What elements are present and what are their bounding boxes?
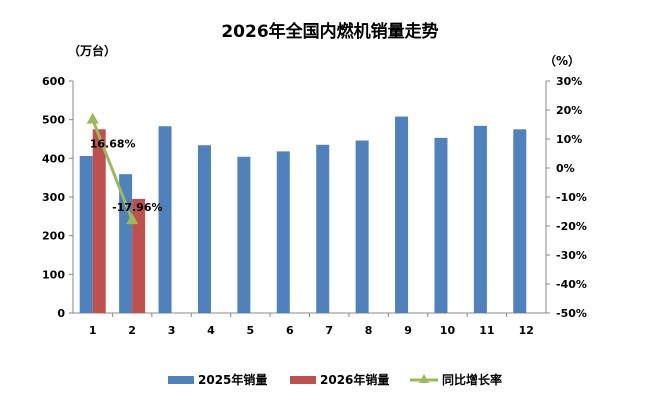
left-tick-label: 500 [42,114,65,127]
x-tick-label: 3 [168,324,176,337]
x-tick-label: 8 [365,324,373,337]
x-tick-label: 6 [286,324,294,337]
right-tick-label: -50% [556,307,587,320]
left-tick-label: 400 [42,152,65,165]
right-tick-label: -30% [556,249,587,262]
right-tick-label: 0% [556,162,575,175]
right-tick-label: -10% [556,191,587,204]
growth-marker-month-2 [126,213,139,225]
left-tick-label: 200 [42,230,65,243]
bar-2025-month-12 [513,129,527,313]
right-tick-label: 20% [556,104,582,117]
left-tick-label: 300 [42,191,65,204]
legend-label-2026: 2026年销量 [320,372,389,387]
x-tick-label: 10 [440,324,456,337]
legend-swatch-2026 [290,376,316,384]
bar-2025-month-1 [79,156,93,313]
legend-label-growth: 同比增长率 [442,372,502,387]
left-axis-unit: （万台） [68,43,116,58]
bar-2025-month-3 [158,126,172,314]
bar-2025-month-8 [355,140,369,313]
growth-label-month-1: 16.68% [90,138,136,151]
x-tick-label: 5 [247,324,255,337]
bar-2026-month-1 [92,129,106,313]
x-tick-label: 11 [479,324,494,337]
left-tick-label: 600 [42,75,65,88]
right-tick-label: 10% [556,133,582,146]
x-tick-label: 2 [128,324,136,337]
bar-2025-month-6 [276,151,290,313]
growth-label-month-2: -17.96% [112,201,162,214]
chart-title: 2026年全国内燃机销量走势 [221,21,438,42]
bar-2026-month-2 [132,198,146,313]
bar-2025-month-10 [434,137,448,313]
legend-marker-growth [419,374,429,383]
bar-2025-month-7 [316,144,330,313]
growth-marker-month-1 [86,112,99,124]
left-tick-label: 100 [42,268,65,281]
x-tick-label: 9 [404,324,412,337]
right-axis-unit: （%） [544,53,580,68]
x-tick-label: 4 [207,324,215,337]
right-tick-label: 30% [556,75,582,88]
legend-label-2025: 2025年销量 [198,372,267,387]
right-tick-label: -20% [556,220,587,233]
bar-2025-month-4 [197,145,211,313]
bar-2025-month-9 [395,116,409,313]
legend-swatch-2025 [168,376,194,384]
x-tick-label: 12 [519,324,534,337]
x-tick-label: 1 [89,324,97,337]
right-tick-label: -40% [556,278,587,291]
bar-2025-month-11 [473,125,487,313]
legend: 2025年销量 2026年销量 同比增长率 [168,372,502,387]
left-tick-label: 0 [57,307,65,320]
x-tick-label: 7 [325,324,333,337]
bar-2025-month-5 [237,156,251,313]
growth-line [91,119,134,221]
